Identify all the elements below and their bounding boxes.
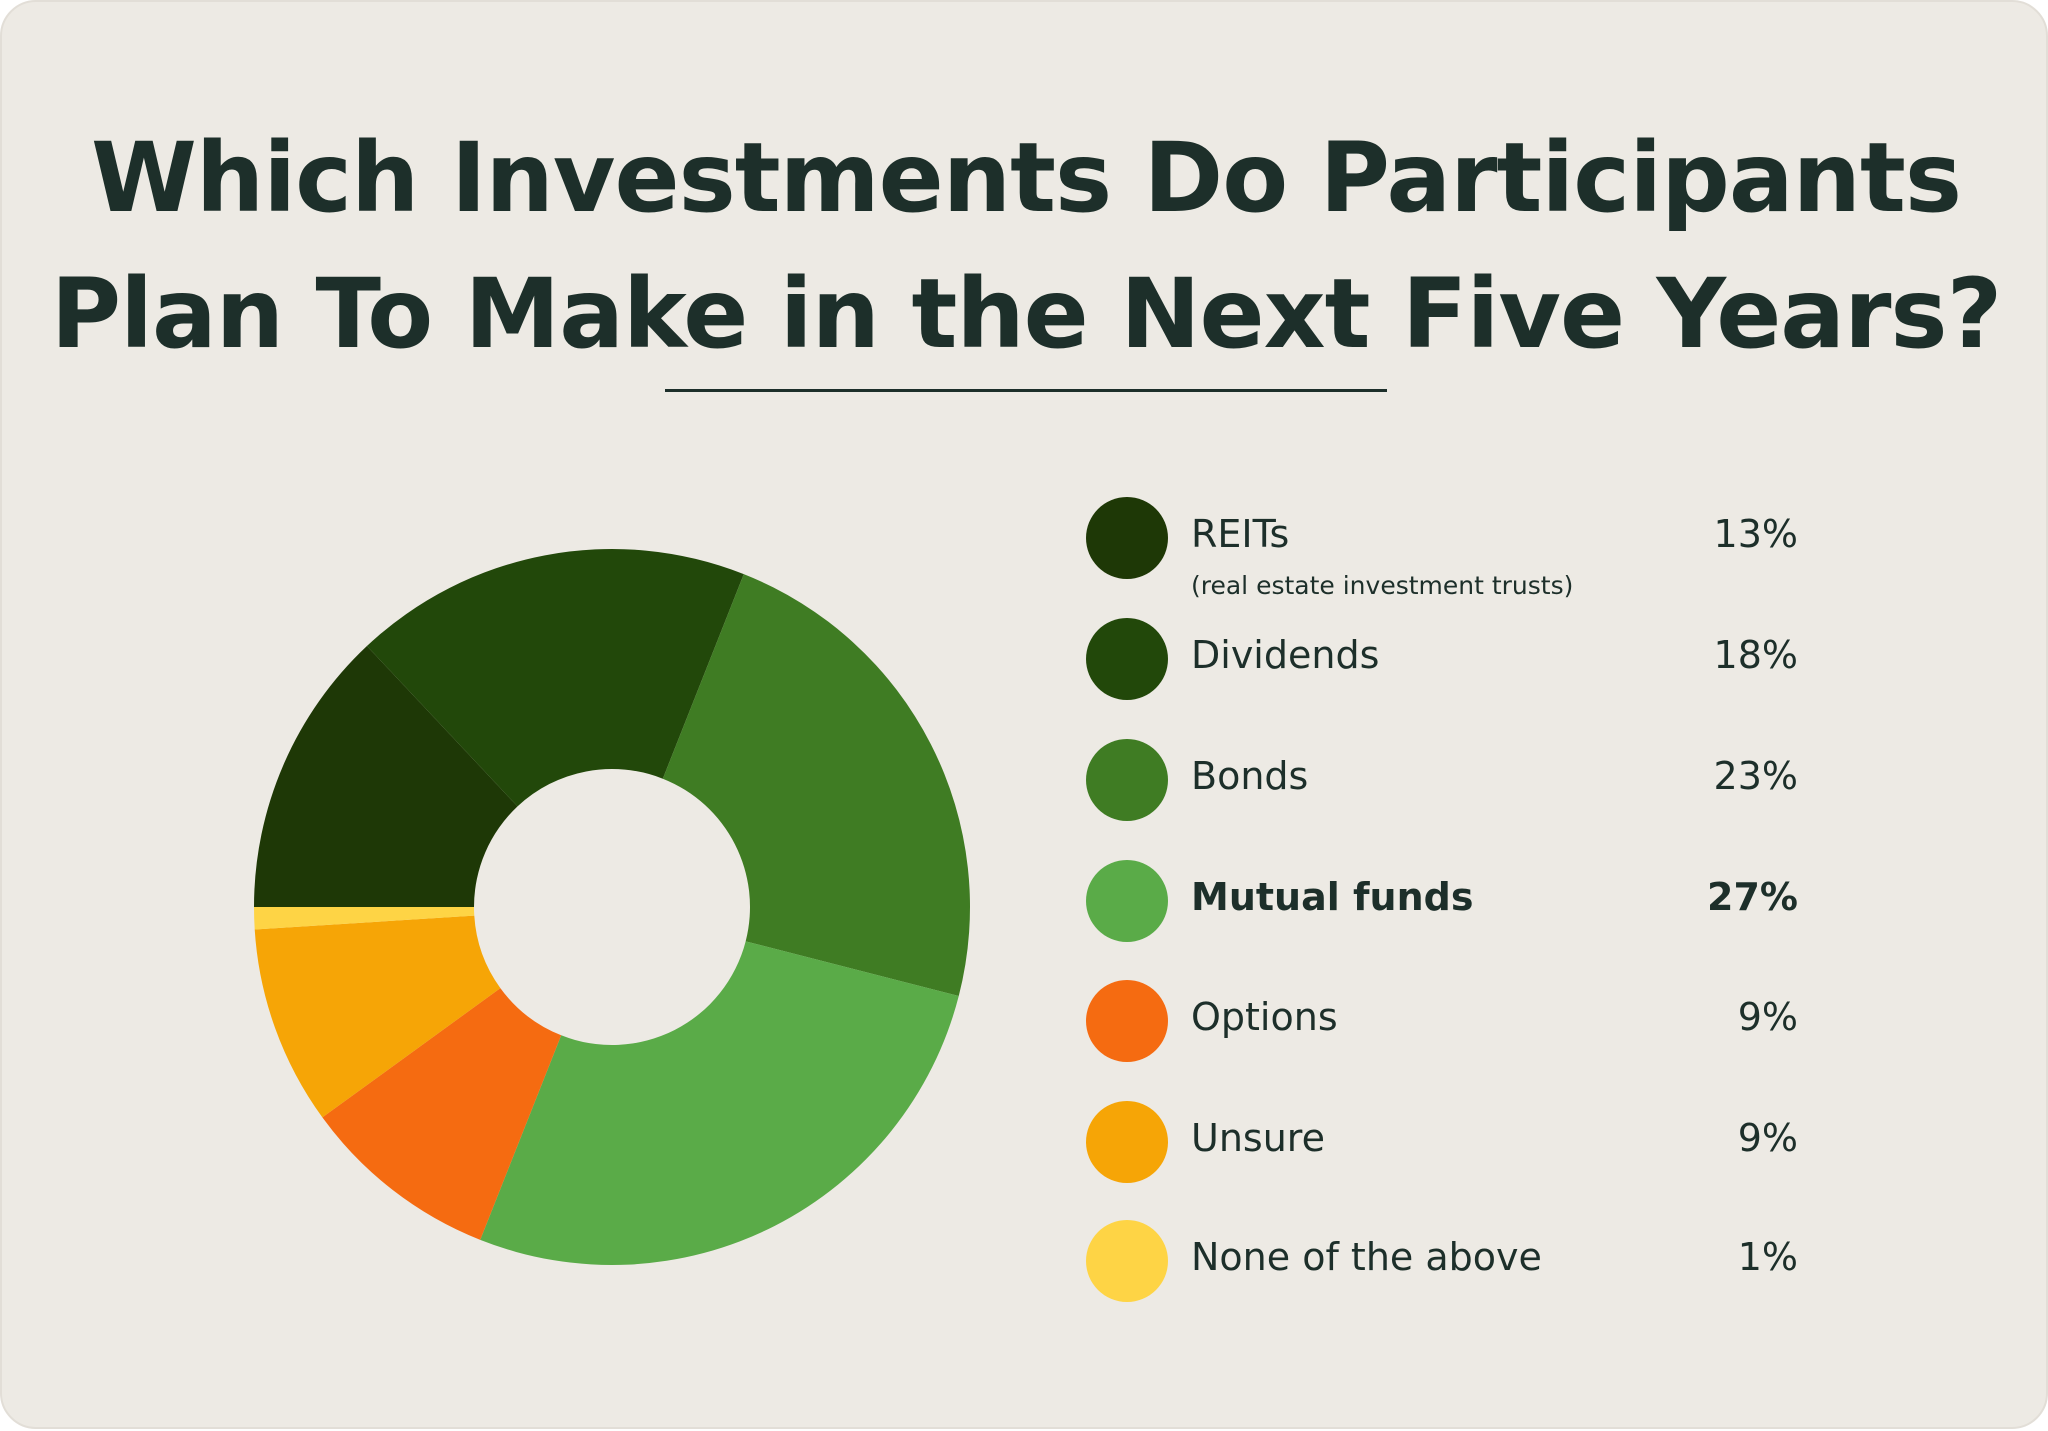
legend-swatch-options <box>1086 980 1168 1062</box>
legend-item-options: Options 9% <box>1086 980 1798 1064</box>
slice-reits <box>254 646 518 907</box>
legend-item-reits: REITs (real estate investment trusts) 13% <box>1086 497 1798 600</box>
slice-none-of-the-above <box>254 907 475 930</box>
legend-swatch-unsure <box>1086 1101 1168 1183</box>
legend-label-reits: REITs <box>1191 512 1290 556</box>
legend-swatch-bonds <box>1086 739 1168 821</box>
chart-title-line-2: Plan To Make in the Next Five Years? <box>50 258 2003 370</box>
legend-label-bonds: Bonds <box>1191 754 1309 798</box>
legend-item-unsure: Unsure 9% <box>1086 1101 1798 1185</box>
slice-unsure <box>254 915 501 1118</box>
slice-dividends <box>366 549 744 807</box>
legend-swatch-dividends <box>1086 618 1168 700</box>
legend-item-none-of-the-above: None of the above 1% <box>1086 1220 1798 1304</box>
chart-title-line-1: Which Investments Do Participants <box>91 122 1962 234</box>
legend-value-bonds: 23% <box>1713 754 1798 798</box>
legend-swatch-mutual-funds <box>1086 860 1168 942</box>
legend-label-options: Options <box>1191 995 1338 1039</box>
title-divider <box>665 389 1387 392</box>
slice-mutual-funds <box>480 941 959 1266</box>
legend-label-unsure: Unsure <box>1191 1116 1325 1160</box>
legend-value-mutual-funds: 27% <box>1707 875 1798 919</box>
slice-bonds <box>662 574 970 997</box>
legend-label-mutual-funds: Mutual funds <box>1191 875 1474 919</box>
chart-title: Which Investments Do Participants Plan T… <box>2 110 2048 382</box>
legend-sublabel-reits: (real estate investment trusts) <box>1191 571 1574 600</box>
legend-value-dividends: 18% <box>1713 633 1798 677</box>
slice-options <box>322 988 562 1240</box>
legend-item-bonds: Bonds 23% <box>1086 739 1798 823</box>
legend-value-reits: 13% <box>1713 512 1798 556</box>
legend-item-mutual-funds: Mutual funds 27% <box>1086 860 1798 944</box>
legend-value-none-of-the-above: 1% <box>1737 1235 1798 1279</box>
legend-value-unsure: 9% <box>1737 1116 1798 1160</box>
legend-label-dividends: Dividends <box>1191 633 1380 677</box>
legend-label-none-of-the-above: None of the above <box>1191 1235 1542 1279</box>
legend-swatch-none-of-the-above <box>1086 1220 1168 1302</box>
legend-value-options: 9% <box>1737 995 1798 1039</box>
legend-swatch-reits <box>1086 497 1168 579</box>
legend-item-dividends: Dividends 18% <box>1086 618 1798 702</box>
